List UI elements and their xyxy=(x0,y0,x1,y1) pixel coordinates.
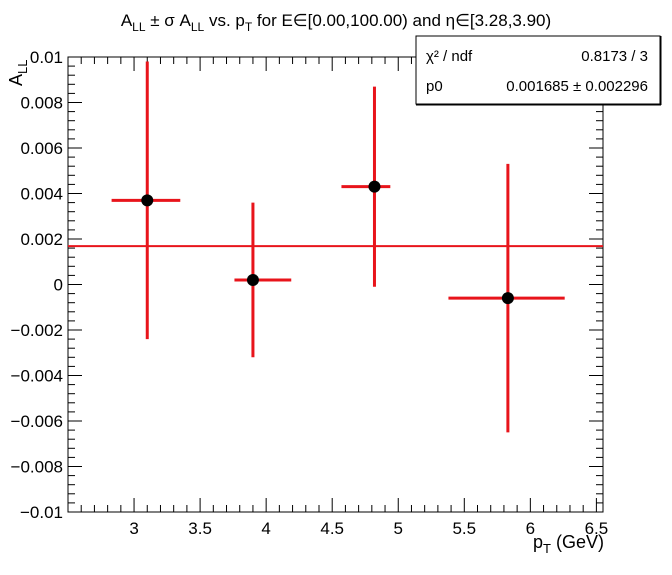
y-tick-label: −0.01 xyxy=(20,503,63,522)
y-tick-label: 0 xyxy=(54,276,63,295)
x-tick-label: 5.5 xyxy=(452,519,476,538)
y-tick-label: 0.004 xyxy=(20,185,63,204)
data-point xyxy=(141,194,154,207)
data-point xyxy=(501,292,514,305)
y-tick-label: 0.002 xyxy=(20,230,63,249)
data-point xyxy=(368,180,381,193)
y-tick-label: 0.01 xyxy=(30,48,63,67)
x-tick-label: 5 xyxy=(394,519,403,538)
stats-label: p0 xyxy=(426,78,443,95)
y-axis-label: ALL xyxy=(6,60,30,86)
x-tick-label: 6 xyxy=(526,519,535,538)
y-tick-label: −0.006 xyxy=(11,412,63,431)
x-axis-label: pT (GeV) xyxy=(533,532,604,556)
x-tick-label: 3 xyxy=(129,519,138,538)
y-tick-label: −0.002 xyxy=(11,321,63,340)
chart-title: ALL ± σ ALL vs. pT for E∈[0.00,100.00) a… xyxy=(121,11,551,34)
stats-box xyxy=(415,35,661,105)
y-tick-label: −0.008 xyxy=(11,458,63,477)
stats-value: 0.001685 ± 0.002296 xyxy=(506,78,648,95)
x-tick-label: 4.5 xyxy=(320,519,344,538)
y-tick-label: −0.004 xyxy=(11,367,63,386)
stats-value: 0.8173 / 3 xyxy=(581,48,648,65)
x-tick-label: 4 xyxy=(261,519,270,538)
y-tick-label: 0.008 xyxy=(20,94,63,113)
y-tick-label: 0.006 xyxy=(20,139,63,158)
x-tick-label: 6.5 xyxy=(585,519,609,538)
data-point xyxy=(246,273,259,286)
stats-label: χ² / ndf xyxy=(426,48,473,65)
x-tick-label: 3.5 xyxy=(188,519,212,538)
